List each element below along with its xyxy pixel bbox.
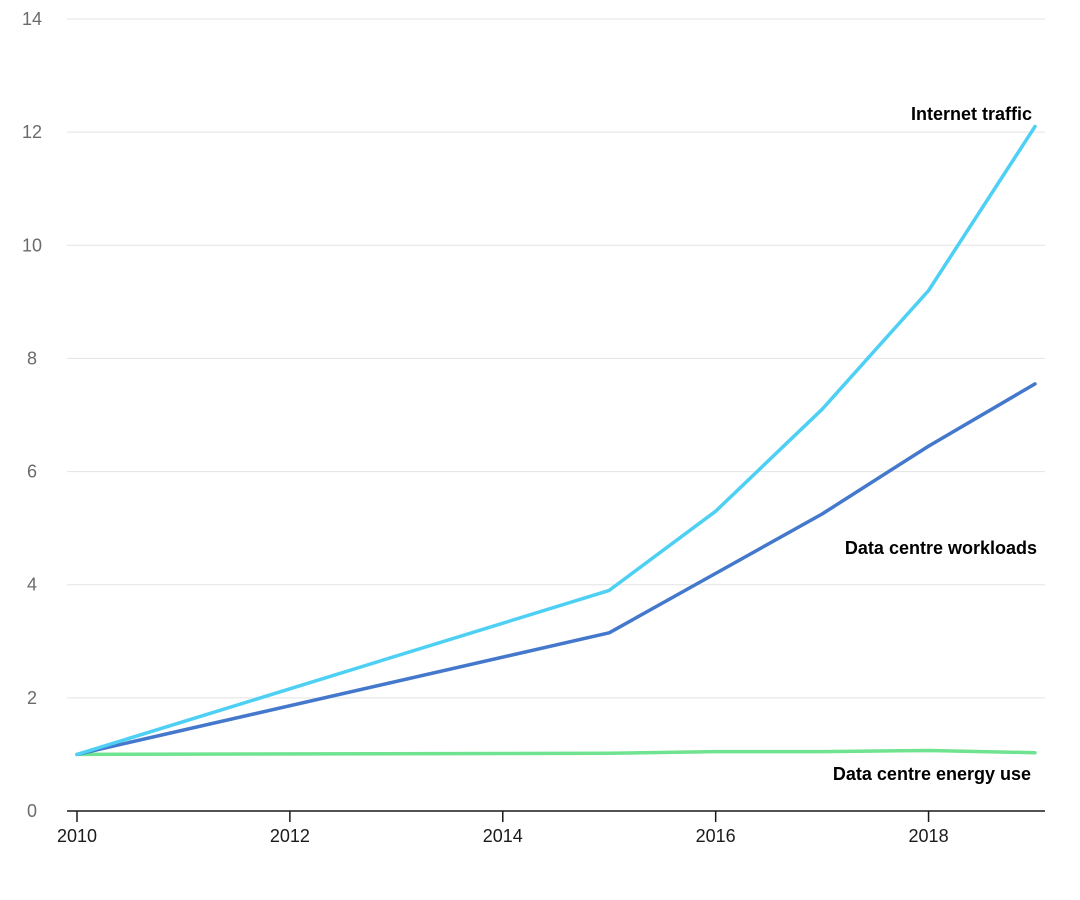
series-line-data-centre-workloads	[75, 382, 1037, 757]
x-tick-label: 2014	[483, 826, 523, 846]
x-axis: 2010 2012 2014 2016 2018	[57, 810, 1045, 846]
x-tick-label: 2016	[696, 826, 736, 846]
x-tick-label: 2018	[909, 826, 949, 846]
y-tick-label: 0	[27, 801, 37, 821]
y-tick-label: 12	[22, 122, 42, 142]
series-label-internet-traffic: Internet traffic	[911, 104, 1032, 124]
y-tick-label: 8	[27, 348, 37, 368]
gridlines	[67, 18, 1045, 699]
series-line-internet-traffic	[75, 124, 1037, 757]
y-tick-label: 2	[27, 688, 37, 708]
series-line-data-centre-energy-use	[75, 748, 1037, 757]
x-tick-label: 2012	[270, 826, 310, 846]
series-label-data-centre-energy-use: Data centre energy use	[833, 764, 1031, 784]
y-tick-label: 10	[22, 235, 42, 255]
x-tick-label: 2010	[57, 826, 97, 846]
y-tick-label: 14	[22, 9, 42, 29]
series-lines	[75, 124, 1037, 757]
series-labels: Internet traffic Data centre workloads D…	[833, 104, 1037, 784]
y-tick-label: 6	[27, 462, 37, 482]
y-axis-ticks: 0 2 4 6 8 10 12 14	[22, 9, 42, 821]
y-tick-label: 4	[27, 575, 37, 595]
series-label-data-centre-workloads: Data centre workloads	[845, 538, 1037, 558]
